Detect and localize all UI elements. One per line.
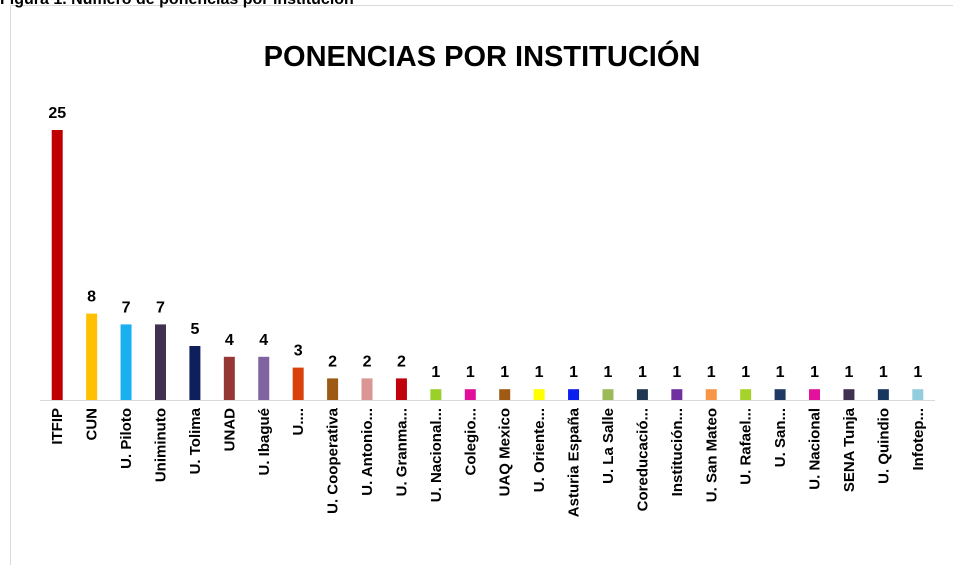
bar — [86, 313, 98, 400]
x-tick-label: U. La Salle — [600, 408, 617, 484]
bar — [705, 389, 717, 400]
bar — [843, 389, 855, 400]
data-label: 1 — [707, 364, 716, 381]
data-label: 7 — [156, 299, 165, 316]
chart-title: PONENCIAS POR INSTITUCIÓN — [264, 39, 701, 73]
bar — [877, 389, 889, 400]
data-label: 5 — [190, 321, 199, 338]
x-tick-label: U. Ibagué — [256, 408, 273, 476]
caption: Figura 1. Número de ponencias por instit… — [0, 0, 354, 8]
bar — [120, 324, 132, 400]
data-label: 1 — [535, 364, 544, 381]
bar — [258, 356, 270, 400]
bar — [51, 130, 63, 400]
bar — [430, 389, 442, 400]
bar — [533, 389, 545, 400]
bar — [292, 367, 304, 400]
bar — [671, 389, 683, 400]
data-label: 7 — [122, 299, 131, 316]
bar — [464, 389, 476, 400]
x-tick-label: U. Oriente... — [531, 408, 548, 492]
data-label: 1 — [604, 364, 613, 381]
x-tick-label: UNAD — [221, 408, 238, 451]
data-label: 1 — [776, 364, 785, 381]
x-tick-label: Institución... — [669, 408, 686, 496]
data-label: 8 — [87, 289, 96, 306]
x-tick-label: Infotep... — [910, 408, 927, 471]
data-label: 1 — [741, 364, 750, 381]
bar — [602, 389, 614, 400]
x-tick-label: CUN — [84, 408, 101, 441]
data-label: 1 — [569, 364, 578, 381]
x-tick-label: U. San Mateo — [703, 408, 720, 502]
x-tick-label: Colegio... — [462, 408, 479, 476]
data-label: 1 — [638, 364, 647, 381]
x-tick-label: Coreducació... — [634, 408, 651, 511]
x-tick-label: U. Quindio — [875, 408, 892, 484]
data-label: 4 — [259, 332, 268, 349]
bar — [636, 389, 648, 400]
x-tick-label: U. Cooperativa — [325, 407, 342, 514]
bar — [568, 389, 580, 400]
bar — [327, 378, 339, 400]
bar — [912, 389, 924, 400]
data-label: 2 — [397, 353, 406, 370]
bar — [809, 389, 821, 400]
bar — [361, 378, 373, 400]
x-tick-label: SENA Tunja — [841, 407, 858, 492]
x-tick-label: Asturia España — [566, 407, 583, 517]
data-label: 1 — [844, 364, 853, 381]
data-label: 1 — [431, 364, 440, 381]
x-tick-label: U. Nacional... — [428, 408, 445, 502]
x-tick-label: U. Granma... — [393, 408, 410, 496]
chart-frame — [10, 5, 953, 565]
x-tick-label: U. Antonio... — [359, 408, 376, 496]
x-tick-label: U.... — [290, 408, 307, 436]
data-label: 1 — [810, 364, 819, 381]
bar — [740, 389, 752, 400]
data-label: 2 — [363, 353, 372, 370]
x-tick-label: U. Nacional — [807, 408, 824, 490]
data-label: 1 — [913, 364, 922, 381]
bar — [774, 389, 786, 400]
x-tick-label: U. Piloto — [118, 408, 135, 469]
bar — [154, 324, 166, 400]
bar — [499, 389, 511, 400]
x-tick-label: ITFIP — [49, 408, 66, 445]
data-label: 25 — [48, 105, 66, 122]
data-label: 1 — [672, 364, 681, 381]
data-label: 1 — [500, 364, 509, 381]
bar — [223, 356, 235, 400]
data-label: 1 — [466, 364, 475, 381]
x-tick-label: U. Rafael... — [738, 408, 755, 485]
bar — [189, 346, 201, 400]
x-tick-label: U. Tolima — [187, 407, 204, 474]
data-label: 3 — [294, 343, 303, 360]
x-tick-label: UAQ Mexico — [497, 408, 514, 496]
data-label: 2 — [328, 353, 337, 370]
data-label: 4 — [225, 332, 234, 349]
x-tick-label: Uniminuto — [152, 408, 169, 482]
x-tick-label: U. San... — [772, 408, 789, 467]
data-label: 1 — [879, 364, 888, 381]
bar — [395, 378, 407, 400]
